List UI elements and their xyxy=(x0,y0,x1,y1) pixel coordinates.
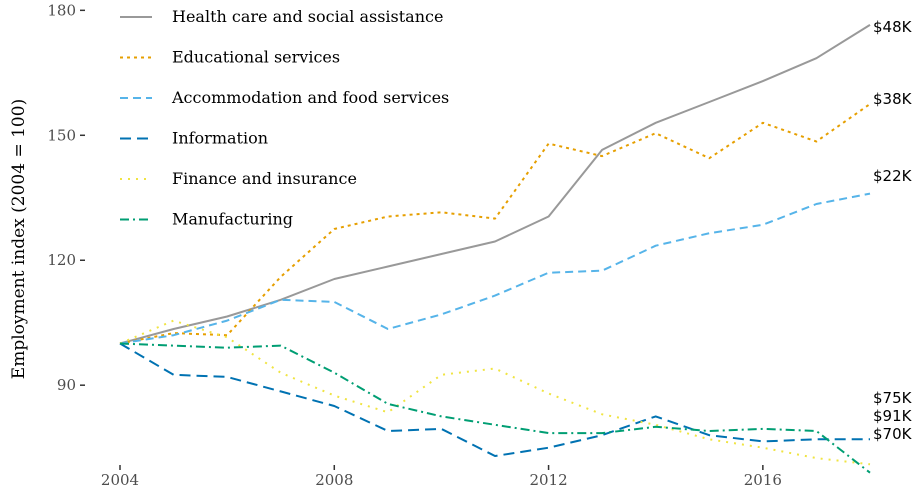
series-end-labels: $48K $38K $22K $75K$91K$70K xyxy=(873,18,913,443)
legend-label: Information xyxy=(172,129,268,148)
x-tick-label: 2012 xyxy=(529,471,567,488)
series-end-label: $22K xyxy=(873,167,913,185)
series-lines xyxy=(119,24,871,474)
legend-label: Finance and insurance xyxy=(172,169,357,188)
legend-label: Accommodation and food services xyxy=(171,88,449,107)
series-end-label: $48K xyxy=(873,18,913,36)
y-axis: 90 120 150 180 xyxy=(47,1,85,394)
legend-label: Educational services xyxy=(172,48,340,67)
series-line xyxy=(119,24,871,345)
y-tick-label: 150 xyxy=(47,126,76,144)
y-tick-label: 90 xyxy=(57,376,76,394)
series-line xyxy=(119,342,871,474)
x-tick-label: 2016 xyxy=(744,471,782,488)
legend-label: Manufacturing xyxy=(172,210,293,229)
series-line xyxy=(119,103,871,345)
x-axis: 2004 2008 2012 2016 xyxy=(101,465,782,488)
y-tick-label: 120 xyxy=(47,251,76,269)
y-tick-label: 180 xyxy=(47,1,76,19)
series-end-label: $91K xyxy=(873,407,913,425)
y-axis-title: Employment index (2004 = 100) xyxy=(9,99,29,379)
x-tick-label: 2008 xyxy=(315,471,353,488)
series-line xyxy=(119,342,870,457)
series-end-label: $75K xyxy=(873,389,913,407)
series-line xyxy=(119,319,871,466)
series-line xyxy=(119,192,871,345)
legend-label: Health care and social assistance xyxy=(172,7,443,26)
legend: Health care and social assistance Educati… xyxy=(120,7,449,229)
series-end-label: $70K xyxy=(873,425,913,443)
series-end-label: $38K xyxy=(873,90,913,108)
x-tick-label: 2004 xyxy=(101,471,139,488)
